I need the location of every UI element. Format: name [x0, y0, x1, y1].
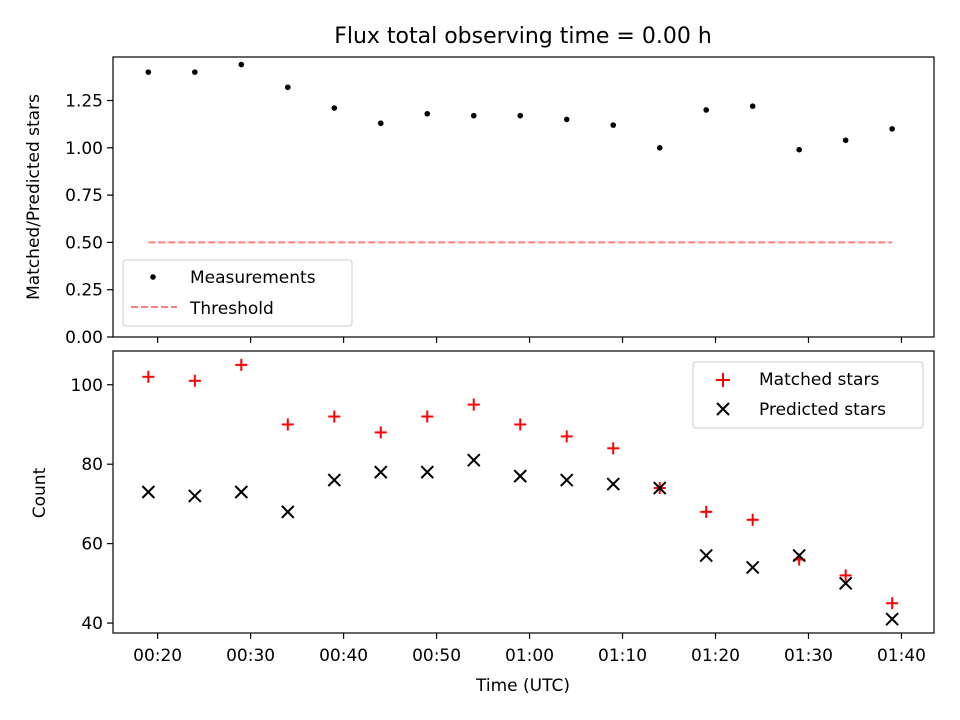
- ratio-legend: Measurements Threshold: [122, 259, 353, 327]
- y-tick-label: 60: [81, 535, 103, 555]
- predicted-stars-point: [467, 453, 481, 467]
- measurement-point: [517, 112, 524, 119]
- predicted-stars-point: [653, 481, 667, 495]
- count-y-ticks: 40 60 80 100: [71, 376, 113, 634]
- y-tick-label: 40: [81, 614, 103, 634]
- count-panel: 40 60 80 100 00:20 00:30 00:40 00:50 01:00 01:10…: [30, 350, 935, 696]
- ratio-y-axis-label: Matched/Predicted stars: [24, 94, 44, 300]
- predicted-stars-point: [699, 548, 713, 563]
- x-tick-label: 01:00: [505, 646, 554, 666]
- ratio-x-ticks: [157, 337, 903, 343]
- matched-stars-point: [235, 358, 248, 371]
- legend-plus-marker: [716, 373, 730, 387]
- legend-measurements-label: Measurements: [190, 268, 316, 288]
- ratio-plot-frame: [112, 56, 935, 338]
- predicted-stars-point: [141, 485, 156, 499]
- matched-stars-point: [700, 505, 713, 518]
- matched-stars-point: [188, 374, 201, 387]
- legend-threshold-label: Threshold: [189, 299, 274, 319]
- y-tick-label: 100: [71, 376, 103, 396]
- measurement-point: [470, 112, 477, 119]
- legend-dot-marker: [150, 274, 156, 280]
- predicted-stars-point: [885, 612, 899, 626]
- ratio-panel: 0.00 0.25 0.50 0.75 1.00 1.25 Matched/Predict…: [24, 56, 935, 348]
- x-tick-label: 01:40: [877, 646, 926, 666]
- predicted-stars-point: [745, 560, 760, 575]
- measurement-point: [749, 103, 756, 109]
- predicted-stars-point: [606, 477, 620, 491]
- predicted-stars-point: [420, 465, 434, 479]
- count-x-ticks: 00:20 00:30 00:40 00:50 01:00 01:10 01:20 01:30…: [133, 633, 926, 666]
- measurement-point: [656, 145, 663, 151]
- y-tick-label: 0.00: [65, 328, 103, 348]
- matched-stars-point: [281, 418, 294, 431]
- matched-stars-point: [839, 569, 852, 582]
- measurement-point: [703, 107, 710, 113]
- x-tick-label: 01:10: [598, 646, 647, 666]
- measurement-point: [889, 126, 895, 132]
- count-legend: Matched stars Predicted stars: [692, 361, 924, 429]
- predicted-stars-point: [327, 473, 341, 487]
- measurement-point: [238, 61, 245, 68]
- x-tick-label: 01:30: [784, 646, 833, 666]
- ratio-y-ticks: 0.00 0.25 0.50 0.75 1.00 1.25: [65, 92, 113, 348]
- y-tick-label: 0.75: [65, 186, 103, 206]
- x-axis-label: Time (UTC): [475, 676, 570, 696]
- ratio-series: [145, 61, 895, 244]
- x-tick-label: 00:30: [226, 646, 275, 666]
- predicted-stars-point: [188, 489, 202, 503]
- x-tick-label: 00:20: [133, 646, 182, 666]
- measurement-point: [145, 69, 152, 75]
- matched-stars-point: [886, 597, 899, 610]
- measurement-point: [192, 69, 198, 75]
- x-tick-label: 01:20: [691, 646, 740, 666]
- matched-stars-point: [142, 370, 155, 383]
- matched-stars-point: [514, 418, 527, 431]
- count-plot-frame: [112, 350, 935, 634]
- count-y-axis-label: Count: [30, 467, 50, 518]
- measurement-point: [842, 137, 849, 144]
- count-series: [141, 358, 899, 626]
- measurement-point: [610, 122, 617, 128]
- predicted-stars-point: [374, 465, 388, 479]
- predicted-stars-point: [281, 505, 295, 519]
- predicted-stars-point: [560, 473, 574, 487]
- legend-x-marker: [716, 402, 730, 416]
- measurement-point: [424, 110, 431, 117]
- matched-stars-point: [467, 398, 480, 411]
- matched-stars-point: [560, 430, 573, 443]
- matched-stars-point: [374, 426, 387, 439]
- x-tick-label: 00:40: [319, 646, 368, 666]
- matched-stars-point: [746, 513, 759, 526]
- y-tick-label: 0.50: [65, 233, 103, 253]
- matched-stars-point: [328, 410, 341, 423]
- measurement-point: [563, 116, 570, 123]
- measurement-point: [377, 120, 384, 127]
- measurement-point: [284, 84, 291, 91]
- predicted-stars-point: [792, 548, 806, 563]
- y-tick-label: 0.25: [65, 281, 103, 301]
- y-tick-label: 80: [81, 455, 103, 475]
- measurement-point: [331, 105, 338, 111]
- chart-title: Flux total observing time = 0.00 h: [334, 24, 712, 49]
- legend-matched-label: Matched stars: [759, 370, 879, 390]
- predicted-stars-point: [513, 469, 527, 483]
- measurement-point: [796, 146, 802, 153]
- y-tick-label: 1.25: [65, 92, 103, 112]
- legend-predicted-label: Predicted stars: [759, 400, 886, 420]
- predicted-stars-point: [838, 576, 853, 591]
- predicted-stars-point: [234, 485, 249, 499]
- y-tick-label: 1.00: [65, 139, 103, 159]
- matched-stars-point: [607, 442, 620, 455]
- matched-stars-point: [421, 410, 434, 423]
- x-tick-label: 00:50: [412, 646, 461, 666]
